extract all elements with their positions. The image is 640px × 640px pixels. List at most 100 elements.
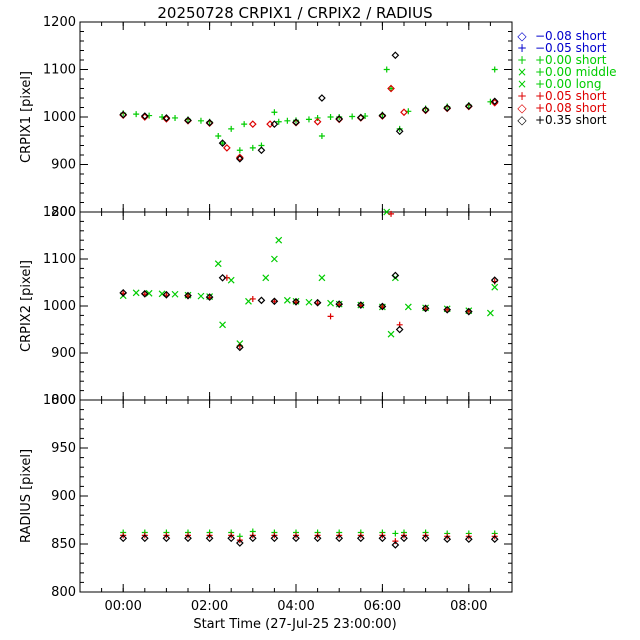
legend-entry: × +0.00 long xyxy=(517,77,602,91)
series-radius-0-35-short xyxy=(119,534,499,549)
data-point xyxy=(218,139,227,147)
data-point xyxy=(241,121,248,128)
legend-label: +0.00 short xyxy=(535,53,607,67)
data-point xyxy=(387,330,395,338)
data-point xyxy=(378,111,387,120)
y-tick-label: 1200 xyxy=(43,15,76,30)
data-point xyxy=(388,210,395,217)
y-tick-label: 800 xyxy=(51,205,76,220)
data-point xyxy=(404,303,412,311)
data-point xyxy=(356,534,365,543)
legend: ◇ −0.08 short + −0.05 short + +0.00 short × +0.… xyxy=(517,29,617,127)
data-point xyxy=(271,298,278,305)
data-point xyxy=(119,534,128,543)
data-point xyxy=(270,534,279,543)
data-point xyxy=(421,304,430,313)
data-point xyxy=(327,114,334,120)
y-tick-label: 1000 xyxy=(43,110,76,125)
y-tick-label: 900 xyxy=(51,346,76,361)
data-point xyxy=(228,125,235,132)
data-point xyxy=(205,534,214,543)
y-tick-label: 1000 xyxy=(43,393,76,408)
data-point xyxy=(378,534,387,543)
x-tick-label: 06:00 xyxy=(364,599,401,614)
legend-entry: + +0.05 short xyxy=(517,89,607,103)
x-tick-label: 00:00 xyxy=(104,599,141,614)
data-point xyxy=(249,295,256,302)
data-point xyxy=(197,117,204,124)
x-tick-label: 08:00 xyxy=(450,599,487,614)
data-point xyxy=(171,290,179,298)
y-tick-label: 1100 xyxy=(43,63,76,78)
data-point xyxy=(335,115,344,123)
legend-entry: ◇ +0.08 short xyxy=(517,101,606,115)
data-point xyxy=(391,541,400,549)
data-point xyxy=(490,97,499,106)
data-point xyxy=(387,84,395,93)
data-point xyxy=(486,309,494,317)
y-tick-label: 950 xyxy=(51,441,76,456)
y-tick-label: 850 xyxy=(51,537,76,552)
data-point xyxy=(443,305,452,314)
data-point xyxy=(444,306,451,313)
data-point xyxy=(305,116,312,123)
data-point xyxy=(400,108,408,117)
data-point xyxy=(205,118,214,127)
data-point xyxy=(214,260,222,268)
data-point xyxy=(132,289,140,297)
legend-symbol: + xyxy=(517,53,527,67)
data-point xyxy=(235,539,244,547)
data-point xyxy=(284,117,291,124)
data-point xyxy=(392,530,399,537)
data-point xyxy=(197,292,205,300)
legend-label: −0.05 short xyxy=(535,41,607,55)
data-point xyxy=(490,276,499,284)
data-point xyxy=(395,325,404,334)
data-point xyxy=(464,535,473,544)
data-point xyxy=(356,113,365,122)
series-radius-0-05-short xyxy=(120,532,498,545)
data-point xyxy=(119,110,128,119)
y-axis-label-crpix1: CRPIX1 [pixel] xyxy=(19,71,34,163)
legend-symbol: + xyxy=(517,89,527,103)
legend-symbol: ◇ xyxy=(517,101,527,115)
data-point xyxy=(262,274,270,282)
data-point xyxy=(140,112,149,120)
data-point xyxy=(313,298,322,307)
legend-symbol: × xyxy=(517,77,527,91)
data-point xyxy=(383,66,390,73)
data-point xyxy=(270,120,279,128)
series-crpix2-0-00-short xyxy=(119,208,499,348)
data-point xyxy=(327,313,334,320)
y-tick-label: 1000 xyxy=(43,299,76,314)
data-point xyxy=(140,534,149,543)
data-point xyxy=(335,534,344,543)
data-point xyxy=(184,116,192,125)
data-point xyxy=(313,117,322,126)
data-point xyxy=(162,534,171,543)
y-tick-label: 800 xyxy=(51,585,76,600)
series-radius-0-00-short xyxy=(120,528,498,540)
panel-frame xyxy=(79,399,513,593)
data-point xyxy=(219,321,226,329)
legend-entry: ◇ +0.35 short xyxy=(517,113,606,127)
data-point xyxy=(327,299,334,307)
chart-title: 20250728 CRPIX1 / CRPIX2 / RADIUS xyxy=(157,4,432,22)
data-point xyxy=(421,106,430,114)
data-point xyxy=(218,273,227,282)
data-point xyxy=(271,109,278,116)
data-point xyxy=(335,300,344,308)
data-point xyxy=(235,343,244,352)
data-point xyxy=(275,118,282,125)
series-crpix2-0-05-short xyxy=(120,210,498,349)
data-point xyxy=(172,114,179,121)
data-point xyxy=(349,113,356,120)
x-axis-label: Start Time (27-Jul-25 23:00:00) xyxy=(193,617,396,632)
series-crpix1-0-00-short xyxy=(120,66,498,154)
legend-label: +0.00 long xyxy=(535,77,602,91)
data-point xyxy=(162,114,171,122)
panel-crpix2: 800 900 1000 1100 1200 CRPIX2 [pixel] xyxy=(19,205,513,408)
data-point xyxy=(162,115,171,123)
data-point xyxy=(223,144,231,152)
